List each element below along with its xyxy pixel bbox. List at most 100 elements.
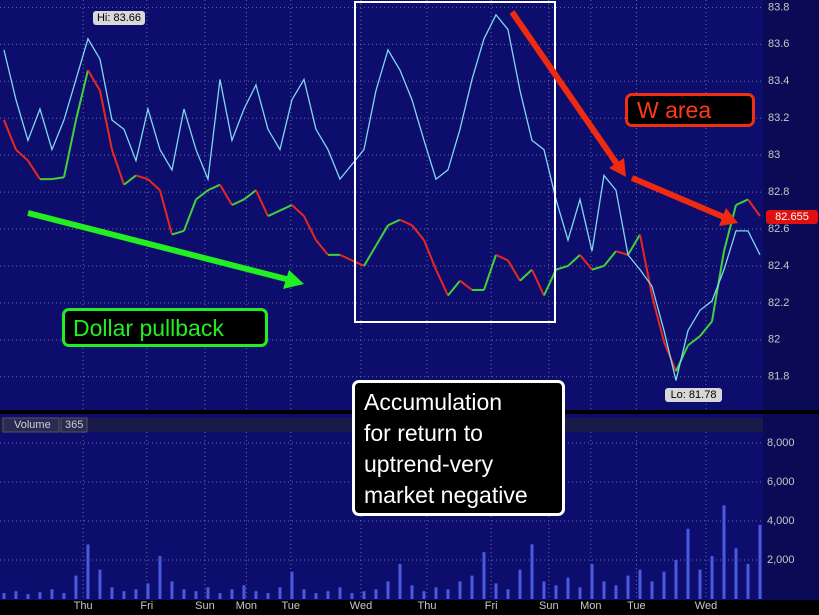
price-segment xyxy=(27,160,41,180)
highlight-box xyxy=(354,1,556,323)
y-tick-label: 82.4 xyxy=(768,260,789,272)
price-segment xyxy=(735,198,749,206)
price-segment xyxy=(555,264,569,271)
volume-bar xyxy=(506,589,510,599)
price-segment xyxy=(723,204,737,252)
price-segment xyxy=(567,254,581,267)
price-segment xyxy=(687,335,701,347)
green-arrow xyxy=(27,210,304,289)
volume-bar xyxy=(62,593,66,599)
volume-bar xyxy=(194,591,198,599)
volume-bar xyxy=(722,505,726,599)
price-segment xyxy=(279,204,293,212)
volume-bar xyxy=(182,589,186,599)
volume-bar xyxy=(14,591,18,599)
volume-bar xyxy=(398,563,402,599)
volume-bar xyxy=(50,589,54,599)
price-segment xyxy=(699,320,713,337)
volume-bar xyxy=(590,563,594,599)
price-segment xyxy=(543,269,557,296)
volume-title-box xyxy=(2,417,60,433)
note-line: Accumulation xyxy=(364,389,503,415)
volume-bar xyxy=(542,581,546,599)
red-arrow xyxy=(509,10,738,226)
volume-bar xyxy=(278,587,282,599)
volume-bar xyxy=(602,581,606,599)
price-segment xyxy=(135,174,149,181)
y-tick-label: 83.6 xyxy=(768,38,789,50)
volume-bar xyxy=(302,589,306,599)
price-segment xyxy=(351,259,365,267)
volume-bar xyxy=(614,585,618,599)
price-segment xyxy=(747,198,761,217)
price-segment xyxy=(627,234,641,256)
x-tick-label: Sun xyxy=(539,600,559,612)
volume-bar xyxy=(674,559,678,599)
volume-bar xyxy=(110,587,114,599)
price-segment xyxy=(603,250,617,267)
indicator-line xyxy=(3,13,761,381)
volume-bar xyxy=(2,593,6,599)
price-segment xyxy=(387,218,401,227)
price-segment xyxy=(3,119,17,150)
volume-bar xyxy=(74,575,78,599)
volume-bar xyxy=(710,556,714,599)
volume-bar xyxy=(362,591,366,599)
dollar-note: Dollar pullback xyxy=(62,308,268,347)
volume-bar xyxy=(434,587,438,599)
x-tick-label: Mon xyxy=(580,600,601,612)
price-segment xyxy=(507,259,521,282)
x-tick-label: Wed xyxy=(350,600,372,612)
x-tick-label: Mon xyxy=(236,600,257,612)
volume-bar xyxy=(314,593,318,599)
volume-bar xyxy=(446,589,450,599)
x-tick-label: Fri xyxy=(485,600,498,612)
volume-bar xyxy=(266,593,270,599)
note-line: uptrend-very xyxy=(364,451,494,477)
x-tick-label: Tue xyxy=(627,600,646,612)
note-text: Dollar pullback xyxy=(73,315,224,341)
last-price-label-box xyxy=(766,210,818,224)
price-segment xyxy=(231,198,245,206)
y-tick-label: 8,000 xyxy=(767,437,795,449)
volume-bar xyxy=(26,594,30,599)
price-segment xyxy=(363,245,377,267)
volume-bar xyxy=(482,552,486,599)
price-segment xyxy=(195,189,209,201)
volume-bar xyxy=(254,591,258,599)
x-tick-label: Tue xyxy=(282,600,301,612)
volume-bar xyxy=(686,528,690,599)
y-tick-label: 82 xyxy=(768,334,780,346)
price-segment xyxy=(399,218,413,227)
price-segment xyxy=(111,149,125,186)
x-tick-label: Thu xyxy=(74,600,93,612)
lo-label-box xyxy=(665,388,722,402)
x-tick-label: Thu xyxy=(417,600,436,612)
volume-bar xyxy=(98,569,102,599)
arrow-shaft xyxy=(630,175,728,221)
y-tick-label: 81.8 xyxy=(768,371,789,383)
volume-bar xyxy=(518,569,522,599)
y-tick-label: 83.2 xyxy=(768,112,789,124)
volume-bar xyxy=(290,571,294,599)
hi-label: Hi: 83.66 xyxy=(97,12,141,24)
volume-bar xyxy=(242,585,246,599)
volume-bar xyxy=(626,575,630,599)
price-segment xyxy=(62,119,77,178)
volume-bar xyxy=(38,592,42,599)
price-segment xyxy=(87,69,101,92)
price-segment xyxy=(74,69,89,121)
price-segment xyxy=(267,209,281,217)
volume-bar xyxy=(422,591,426,599)
arrow-shaft xyxy=(27,210,291,283)
note-line: market negative xyxy=(364,482,528,508)
volume-title: Volume xyxy=(14,419,51,431)
price-axis-panel xyxy=(763,0,819,410)
price-segment xyxy=(159,189,173,235)
price-segment xyxy=(375,224,389,247)
price-segment xyxy=(531,269,545,296)
price-segment xyxy=(183,199,197,232)
x-tick-label: Sun xyxy=(195,600,215,612)
price-segment xyxy=(639,234,653,296)
